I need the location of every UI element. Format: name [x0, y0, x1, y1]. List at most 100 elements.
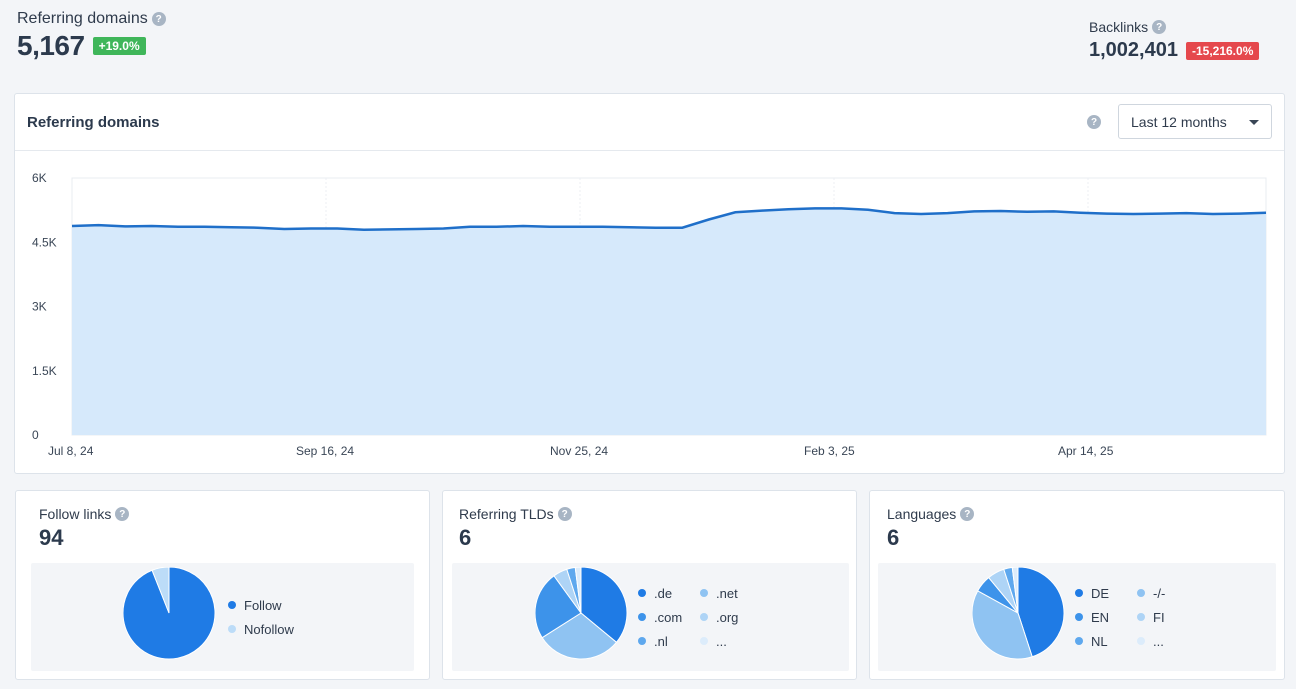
backlinks-label-text: Backlinks	[1089, 19, 1149, 35]
legend-label: .de	[654, 585, 673, 601]
legend-dot-icon	[638, 613, 646, 621]
x-tick-label: Nov 25, 24	[550, 444, 608, 458]
period-select-value: Last 12 months	[1131, 113, 1227, 130]
follow-links-legend: Follow Nofollow	[228, 593, 294, 641]
help-icon[interactable]: ?	[151, 12, 166, 26]
legend-dot-icon	[700, 613, 708, 621]
legend-dot-icon	[228, 625, 236, 633]
languages-panel: DE -/- EN FI NL...	[878, 563, 1276, 671]
y-tick-label: 4.5K	[32, 235, 57, 249]
follow-links-pie	[123, 567, 216, 660]
x-tick-label: Jul 8, 24	[48, 444, 94, 458]
referring-domains-change-badge: +19.0%	[92, 37, 146, 55]
y-tick-label: 0	[32, 428, 39, 442]
y-tick-label: 1.5K	[32, 364, 57, 378]
backlinks-summary: Backlinks ? 1,002,401 -15,216.0%	[1089, 19, 1260, 62]
backlinks-change-badge: -15,216.0%	[1185, 41, 1260, 60]
languages-legend: DE -/- EN FI NL...	[1075, 581, 1205, 653]
referring-domains-label: Referring domains ?	[17, 10, 166, 28]
legend-item: .de	[638, 581, 700, 605]
legend-label: -/-	[1153, 585, 1166, 601]
legend-label: DE	[1091, 585, 1110, 601]
y-tick-label: 6K	[32, 171, 47, 185]
legend-dot-icon	[638, 589, 646, 597]
series-line	[71, 207, 1267, 232]
legend-item: .net	[700, 581, 762, 605]
languages-value: 6	[887, 525, 900, 550]
referring-domains-chart: 6K 4.5K 3K 1.5K 0 Jul 8, 24 Sep 16, 24 Nov 25, …	[32, 171, 1267, 458]
legend-item: FI	[1137, 605, 1199, 629]
follow-links-value: 94	[39, 525, 64, 550]
follow-links-panel: Follow Nofollow	[31, 563, 414, 671]
backlinks-label: Backlinks ?	[1089, 19, 1259, 35]
x-tick-label: Apr 14, 25	[1058, 444, 1114, 458]
legend-label: .com	[654, 609, 683, 625]
legend-item: .nl	[638, 629, 700, 653]
chevron-down-icon	[1249, 120, 1259, 125]
legend-label: .net	[716, 585, 738, 601]
languages-title-text: Languages	[887, 506, 957, 522]
referring-tlds-legend: .de .net .com .org .nl...	[638, 581, 768, 653]
referring-tlds-pie	[535, 567, 628, 660]
legend-label: Follow	[244, 597, 282, 613]
pie-slice	[580, 567, 628, 644]
legend-label: FI	[1153, 609, 1165, 625]
legend-label: .nl	[654, 633, 668, 649]
legend-dot-icon	[1137, 613, 1145, 621]
help-icon[interactable]: ?	[1152, 20, 1167, 34]
referring-tlds-panel: .de .net .com .org .nl...	[452, 563, 849, 671]
legend-label: NL	[1091, 633, 1108, 649]
help-icon[interactable]: ?	[960, 507, 975, 521]
languages-card: Languages ? 6 DE -/- EN FI NL...	[869, 490, 1285, 680]
referring-domains-label-text: Referring domains	[17, 10, 148, 27]
legend-dot-icon	[1137, 637, 1145, 645]
legend-dot-icon	[1075, 613, 1083, 621]
help-icon[interactable]: ?	[557, 507, 572, 521]
legend-dot-icon	[1137, 589, 1145, 597]
follow-links-title-text: Follow links	[39, 506, 112, 522]
pie-slice	[972, 590, 1033, 660]
pie-slice	[574, 567, 582, 614]
chart-card-header: Referring domains ? Last 12 months	[15, 94, 1284, 151]
y-tick-label: 3K	[32, 300, 47, 314]
referring-tlds-title-text: Referring TLDs	[459, 506, 554, 522]
help-icon[interactable]: ?	[1087, 115, 1101, 129]
x-tick-label: Sep 16, 24	[296, 444, 354, 458]
help-icon[interactable]: ?	[115, 507, 130, 521]
legend-label: Nofollow	[244, 621, 294, 637]
legend-dot-icon	[228, 601, 236, 609]
legend-item: ...	[700, 629, 762, 653]
legend-dot-icon	[638, 637, 646, 645]
follow-links-title: Follow links ?	[39, 506, 130, 522]
legend-item: EN	[1075, 605, 1137, 629]
referring-tlds-value: 6	[459, 525, 472, 550]
legend-item: DE	[1075, 581, 1137, 605]
pie-slice	[1011, 567, 1019, 614]
legend-item: Follow	[228, 593, 294, 617]
legend-dot-icon	[700, 589, 708, 597]
legend-item: .org	[700, 605, 762, 629]
pie-slice	[151, 567, 170, 614]
pie-slice	[535, 575, 582, 639]
legend-item: .com	[638, 605, 700, 629]
pie-slice	[1017, 567, 1065, 658]
legend-label: ...	[716, 633, 727, 649]
languages-pie	[972, 567, 1065, 660]
backlinks-value: 1,002,401	[1089, 39, 1178, 61]
legend-label: ...	[1153, 633, 1164, 649]
legend-item: NL	[1075, 629, 1137, 653]
legend-dot-icon	[700, 637, 708, 645]
area-fill	[72, 208, 1266, 435]
legend-dot-icon	[1075, 637, 1083, 645]
referring-domains-value: 5,167	[17, 30, 85, 61]
follow-links-card: Follow links ? 94 Follow Nofollow	[15, 490, 430, 680]
referring-tlds-card: Referring TLDs ? 6 .de .net .com .org .nl...	[442, 490, 857, 680]
referring-domains-chart-card: Referring domains ? Last 12 months 6K 4.5…	[14, 93, 1285, 474]
languages-title: Languages ?	[887, 506, 975, 522]
legend-item: ...	[1137, 629, 1199, 653]
legend-item: Nofollow	[228, 617, 294, 641]
period-select[interactable]: Last 12 months	[1118, 104, 1272, 139]
legend-label: .org	[716, 609, 739, 625]
legend-label: EN	[1091, 609, 1110, 625]
referring-domains-summary: Referring domains ? 5,167 +19.0%	[17, 10, 166, 62]
